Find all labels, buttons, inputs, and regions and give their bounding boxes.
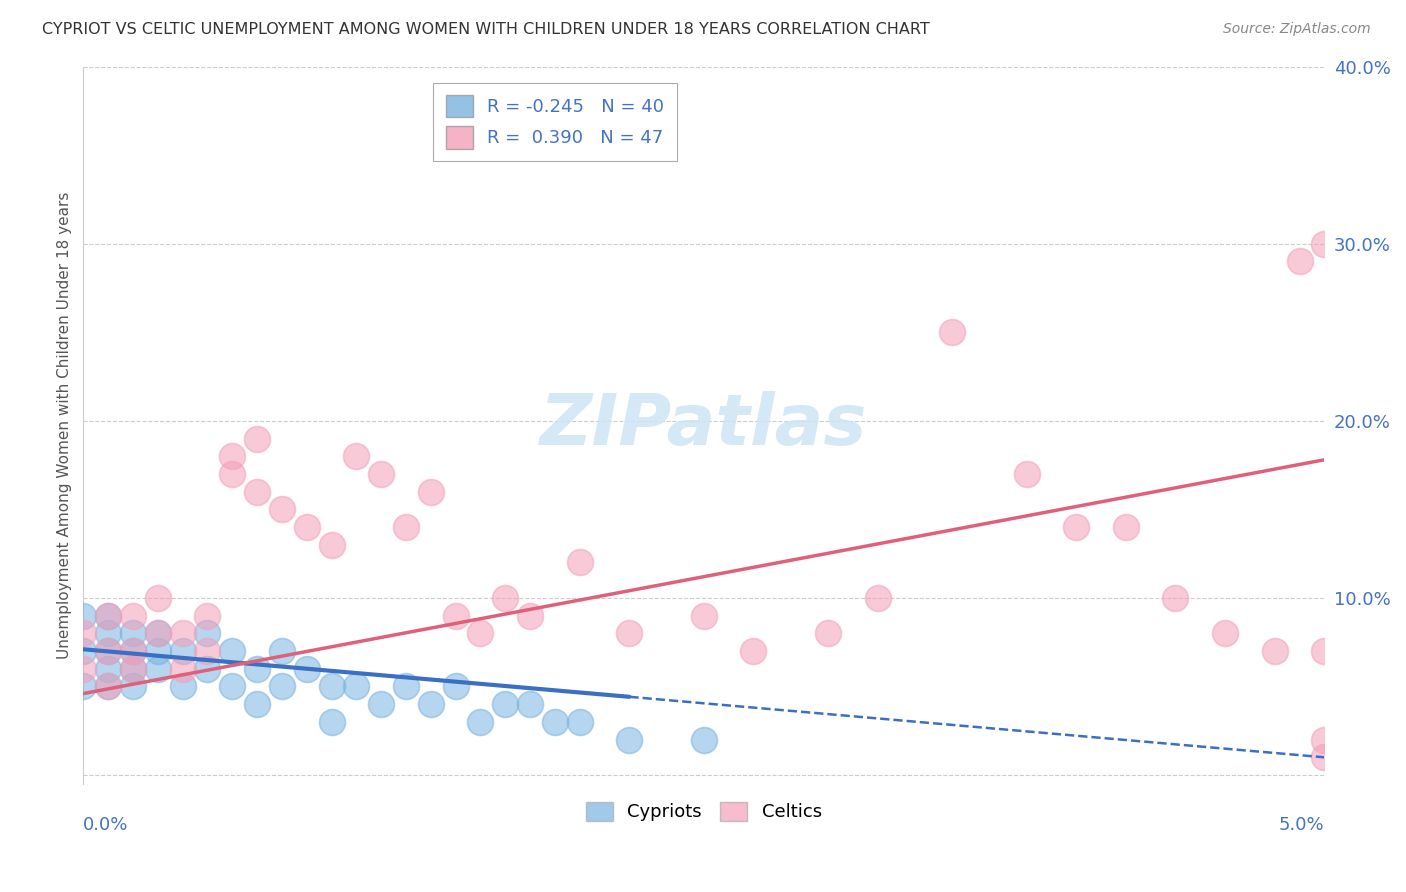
Text: ZIPatlas: ZIPatlas [540, 391, 868, 459]
Point [693, 608, 716, 623]
Point [97, 680, 120, 694]
Point [122, 644, 145, 658]
Point [97, 608, 120, 623]
Point [146, 662, 169, 676]
Point [72, 644, 94, 658]
Point [295, 662, 318, 676]
Point [817, 626, 839, 640]
Point [395, 520, 418, 534]
Point [97, 680, 120, 694]
Text: 5.0%: 5.0% [1279, 816, 1324, 834]
Point [321, 680, 343, 694]
Text: CYPRIOT VS CELTIC UNEMPLOYMENT AMONG WOMEN WITH CHILDREN UNDER 18 YEARS CORRELAT: CYPRIOT VS CELTIC UNEMPLOYMENT AMONG WOM… [42, 22, 929, 37]
Point [419, 484, 441, 499]
Point [172, 626, 194, 640]
Point [494, 591, 516, 605]
Point [197, 626, 219, 640]
Point [72, 680, 94, 694]
Point [270, 680, 292, 694]
Point [122, 662, 145, 676]
Point [72, 662, 94, 676]
Point [197, 608, 219, 623]
Point [619, 732, 641, 747]
Point [568, 714, 591, 729]
Point [1313, 644, 1336, 658]
Point [344, 680, 367, 694]
Point [321, 714, 343, 729]
Point [221, 467, 243, 481]
Point [1313, 732, 1336, 747]
Point [246, 432, 269, 446]
Point [246, 662, 269, 676]
Point [97, 644, 120, 658]
Point [72, 626, 94, 640]
Point [370, 467, 392, 481]
Y-axis label: Unemployment Among Women with Children Under 18 years: Unemployment Among Women with Children U… [58, 192, 72, 659]
Point [122, 680, 145, 694]
Point [941, 325, 963, 339]
Point [370, 697, 392, 711]
Point [1115, 520, 1137, 534]
Point [568, 556, 591, 570]
Point [146, 591, 169, 605]
Point [519, 608, 541, 623]
Point [72, 608, 94, 623]
Point [519, 697, 541, 711]
Point [97, 644, 120, 658]
Point [197, 644, 219, 658]
Point [742, 644, 765, 658]
Point [122, 644, 145, 658]
Point [270, 644, 292, 658]
Point [172, 662, 194, 676]
Point [146, 626, 169, 640]
Point [146, 644, 169, 658]
Point [444, 680, 467, 694]
Point [1213, 626, 1236, 640]
Point [221, 644, 243, 658]
Point [1164, 591, 1187, 605]
Point [321, 538, 343, 552]
Point [246, 484, 269, 499]
Point [1264, 644, 1286, 658]
Point [270, 502, 292, 516]
Point [693, 732, 716, 747]
Point [172, 680, 194, 694]
Point [97, 608, 120, 623]
Point [1064, 520, 1087, 534]
Point [544, 714, 567, 729]
Point [122, 662, 145, 676]
Point [97, 626, 120, 640]
Point [619, 626, 641, 640]
Point [1015, 467, 1038, 481]
Point [1288, 254, 1310, 268]
Point [122, 626, 145, 640]
Point [221, 680, 243, 694]
Legend: R = -0.245   N = 40, R =  0.390   N = 47: R = -0.245 N = 40, R = 0.390 N = 47 [433, 83, 676, 161]
Point [97, 662, 120, 676]
Point [197, 662, 219, 676]
Point [419, 697, 441, 711]
Point [344, 449, 367, 463]
Point [1313, 236, 1336, 251]
Point [221, 449, 243, 463]
Point [444, 608, 467, 623]
Text: 0.0%: 0.0% [83, 816, 129, 834]
Point [122, 608, 145, 623]
Point [172, 644, 194, 658]
Point [470, 626, 492, 640]
Point [494, 697, 516, 711]
Point [1313, 750, 1336, 764]
Point [866, 591, 889, 605]
Point [470, 714, 492, 729]
Text: Source: ZipAtlas.com: Source: ZipAtlas.com [1223, 22, 1371, 37]
Point [146, 626, 169, 640]
Point [295, 520, 318, 534]
Point [395, 680, 418, 694]
Point [246, 697, 269, 711]
